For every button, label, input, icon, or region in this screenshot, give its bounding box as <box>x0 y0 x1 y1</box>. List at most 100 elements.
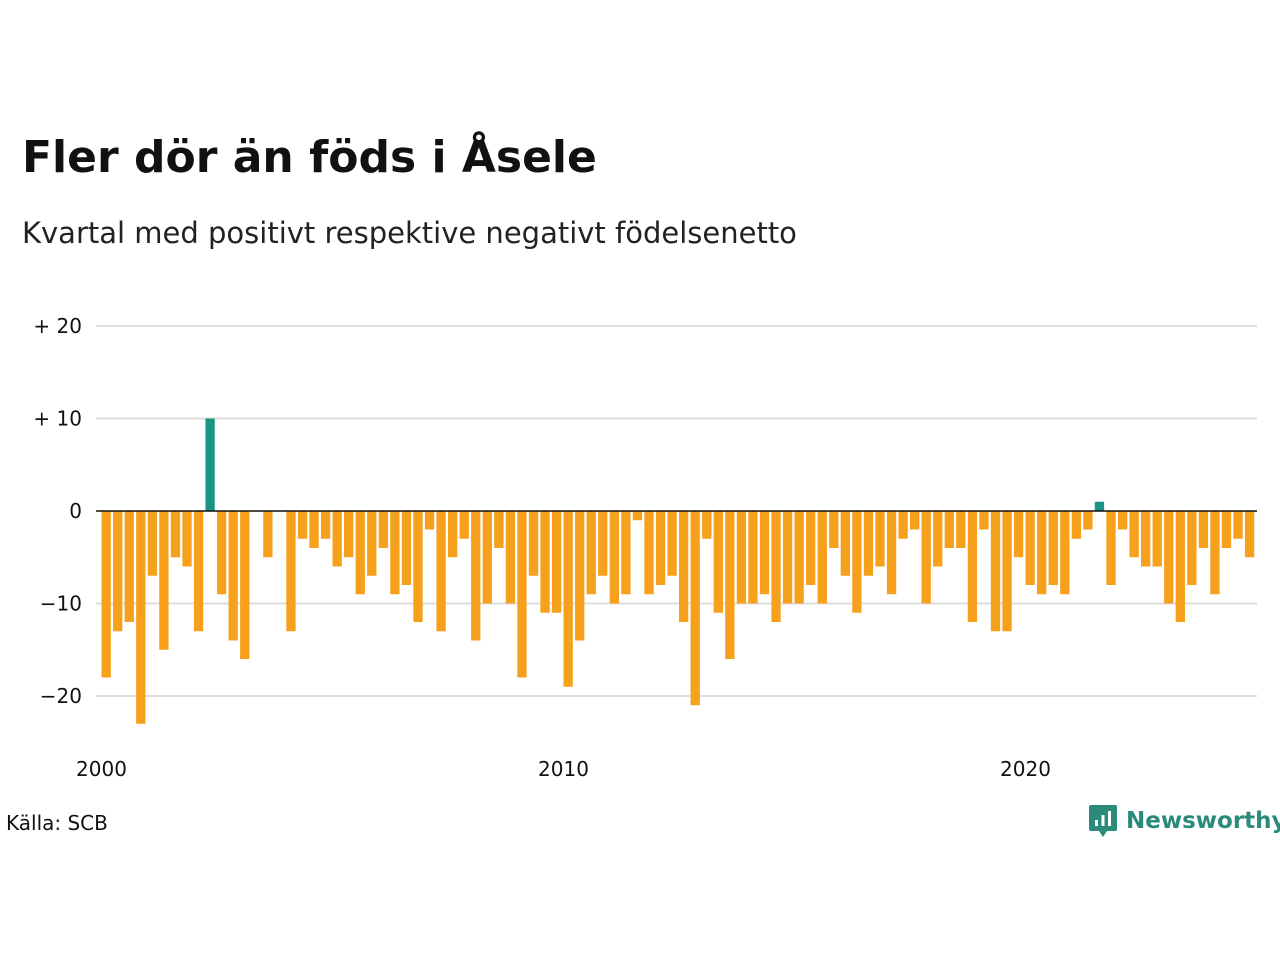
bar <box>332 511 342 567</box>
y-tick-label: + 20 <box>33 314 82 338</box>
bar <box>563 511 573 687</box>
bar <box>1187 511 1197 585</box>
y-tick-label: 0 <box>69 499 82 523</box>
bar <box>667 511 677 576</box>
bar <box>748 511 758 604</box>
bar <box>1244 511 1255 558</box>
bar <box>806 511 816 585</box>
brand-logo: Newsworthy <box>1088 803 1280 839</box>
bar <box>1175 511 1185 622</box>
bar <box>1210 511 1220 595</box>
bar <box>309 511 319 548</box>
bar <box>713 511 723 613</box>
bar <box>193 511 204 632</box>
bar <box>1198 511 1209 548</box>
gridlines <box>96 325 1257 697</box>
bar <box>1141 511 1151 567</box>
bar <box>632 511 643 521</box>
bar <box>482 511 492 604</box>
bar <box>147 511 157 576</box>
bar <box>1025 511 1035 585</box>
bar <box>170 511 181 558</box>
bar <box>1221 511 1232 548</box>
bar <box>644 511 654 595</box>
x-tick-label: 2000 <box>76 757 127 781</box>
bar <box>1060 511 1070 595</box>
bar <box>886 511 897 595</box>
y-tick-label: −20 <box>40 684 82 708</box>
bar <box>944 511 954 548</box>
bar <box>679 511 689 622</box>
bar <box>967 511 978 622</box>
brand-name: Newsworthy <box>1126 808 1280 834</box>
bar <box>494 511 504 548</box>
bar <box>413 511 423 622</box>
bar <box>956 511 966 548</box>
bar <box>1094 501 1105 511</box>
bar <box>528 511 539 576</box>
bar <box>725 511 735 659</box>
source-note: Källa: SCB <box>6 811 108 835</box>
bar <box>182 511 192 567</box>
bar <box>933 511 943 567</box>
bar <box>1106 511 1116 585</box>
bar <box>621 511 631 595</box>
bar <box>401 511 412 585</box>
bar <box>817 511 827 604</box>
bar <box>101 511 111 678</box>
bar <box>424 511 435 530</box>
bar <box>1152 511 1162 567</box>
bar <box>505 511 516 604</box>
bar <box>852 511 862 613</box>
bar <box>390 511 400 595</box>
bar <box>702 511 712 539</box>
bar <box>320 511 331 539</box>
bar <box>759 511 770 595</box>
bar <box>286 511 296 632</box>
bar <box>367 511 377 576</box>
bar <box>551 511 562 613</box>
bar <box>1071 511 1081 539</box>
bar <box>217 511 227 595</box>
bar <box>448 511 458 558</box>
x-tick-label: 2020 <box>1000 757 1051 781</box>
bar <box>794 511 804 604</box>
bar <box>113 511 123 632</box>
bars <box>101 418 1255 724</box>
bar <box>205 418 215 511</box>
bar <box>378 511 388 548</box>
y-tick-label: + 10 <box>33 407 82 431</box>
bar <box>898 511 908 539</box>
bar <box>1037 511 1047 595</box>
bar <box>910 511 920 530</box>
bar <box>609 511 619 604</box>
bar <box>990 511 1001 632</box>
bar <box>1083 511 1093 530</box>
bar <box>782 511 793 604</box>
bar <box>471 511 481 641</box>
bar <box>517 511 527 678</box>
bar <box>1233 511 1243 539</box>
bar <box>1164 511 1174 604</box>
bar <box>228 511 238 641</box>
bar <box>771 511 781 622</box>
chart-title: Fler dör än föds i Åsele <box>22 132 597 183</box>
bar <box>1117 511 1128 530</box>
bar <box>598 511 608 576</box>
bar <box>575 511 585 641</box>
bar <box>459 511 469 539</box>
bar <box>863 511 874 576</box>
bar <box>344 511 354 558</box>
bar <box>1002 511 1012 632</box>
bar <box>124 511 134 622</box>
bar <box>979 511 989 530</box>
x-tick-label: 2010 <box>538 757 589 781</box>
y-tick-label: −10 <box>40 592 82 616</box>
bar <box>875 511 885 567</box>
bar <box>136 511 146 724</box>
bar <box>1129 511 1139 558</box>
bar <box>159 511 169 650</box>
x-axis-labels: 2000 2010 2020 <box>76 757 1051 781</box>
bar <box>263 511 273 558</box>
